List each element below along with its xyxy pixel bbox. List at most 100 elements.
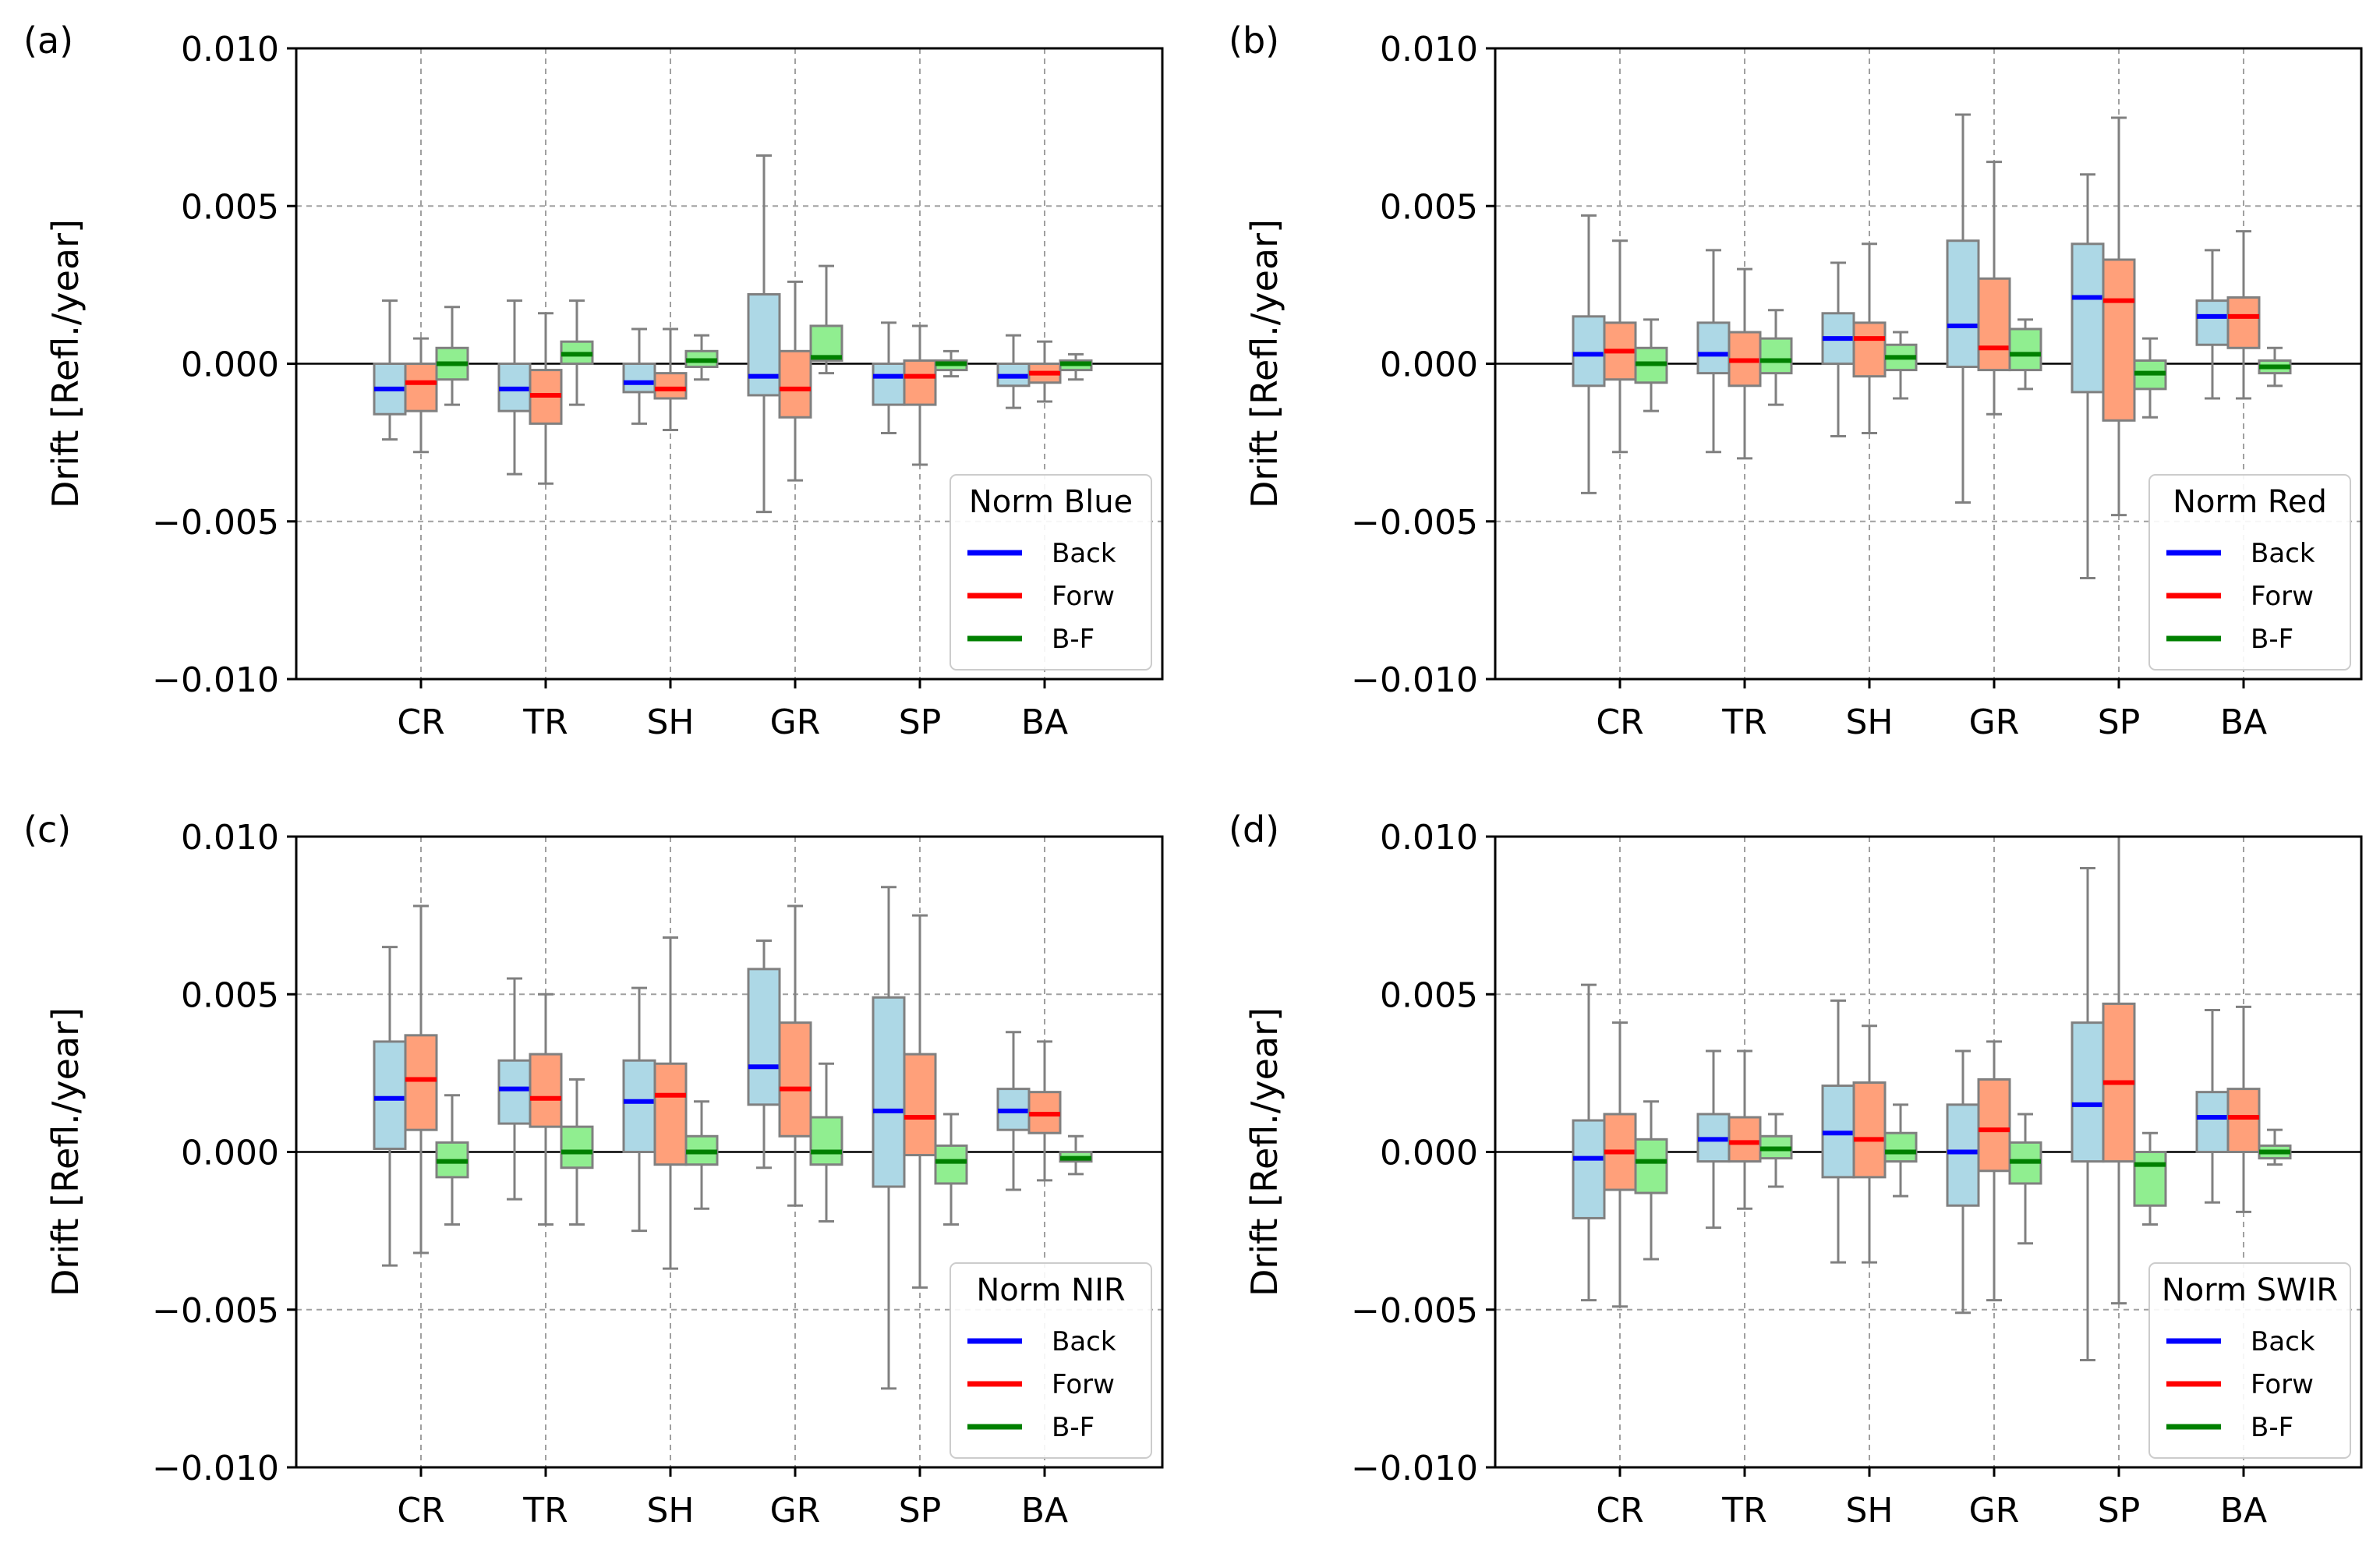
- y-tick-label: −0.010: [152, 660, 279, 700]
- box-bf-tr: [1759, 309, 1793, 406]
- legend-label: Forw: [2251, 1369, 2314, 1400]
- box-body: [1696, 321, 1731, 375]
- x-tick-label: SP: [899, 1491, 941, 1530]
- legend-title: Norm Red: [2173, 484, 2327, 520]
- legend-label: B-F: [1052, 624, 1095, 655]
- box-body: [1572, 1119, 1606, 1219]
- box-bf-ba: [2258, 346, 2292, 387]
- legend: Norm Red Back Forw B-F: [2148, 474, 2351, 671]
- y-tick-label: −0.005: [1351, 1291, 1478, 1331]
- box-back-gr: [1946, 1049, 1980, 1315]
- x-tick-label: TR: [1721, 702, 1766, 742]
- box-bf-sh: [684, 1100, 719, 1210]
- x-tick-label: SP: [899, 702, 941, 742]
- legend: Norm NIR Back Forw B-F: [950, 1262, 1152, 1459]
- box-body: [404, 1034, 438, 1131]
- box-back-sp: [872, 321, 906, 434]
- y-tick-label: 0.005: [181, 975, 279, 1015]
- box-bf-sh: [1883, 331, 1918, 400]
- y-tick-label: −0.010: [1351, 660, 1478, 700]
- box-bf-gr: [809, 1062, 843, 1223]
- box-body: [1977, 277, 2011, 372]
- box-back-tr: [497, 977, 532, 1201]
- x-tick-label: CR: [1596, 702, 1643, 742]
- y-tick-label: 0.010: [181, 30, 279, 69]
- box-back-ba: [996, 334, 1031, 409]
- y-tick-label: 0.010: [1380, 30, 1478, 69]
- panel-c: 0.010 0.005 0.000 −0.005 −0.010 CR TR SH GR SP BA D…: [23, 809, 1164, 1530]
- box-back-ba: [2195, 1008, 2230, 1204]
- legend-frame: [950, 1262, 1152, 1459]
- legend-label: B-F: [2251, 1412, 2293, 1443]
- box-back-gr: [1946, 113, 1980, 504]
- box-body: [2195, 299, 2230, 346]
- legend-label: B-F: [2251, 624, 2293, 655]
- box-forw-tr: [1728, 1049, 1762, 1210]
- box-body: [529, 1053, 563, 1128]
- x-tick-label: GR: [770, 702, 821, 742]
- box-forw-tr: [1728, 267, 1762, 460]
- x-tick-label: TR: [522, 702, 568, 742]
- box-bf-cr: [435, 306, 469, 406]
- legend-label: Forw: [1052, 581, 1115, 612]
- box-bf-ba: [1059, 352, 1093, 381]
- box-body: [934, 1144, 968, 1185]
- legend-label: Forw: [2251, 581, 2314, 612]
- box-back-sh: [1821, 261, 1855, 438]
- x-tick-label: GR: [1969, 702, 2020, 742]
- legend-label: B-F: [1052, 1412, 1095, 1443]
- y-axis-label: Drift [Refl./year]: [1243, 1007, 1285, 1297]
- y-axis-label: Drift [Refl./year]: [1243, 219, 1285, 508]
- box-body: [872, 363, 906, 406]
- box-body: [1946, 239, 1980, 369]
- box-bf-cr: [1634, 318, 1668, 412]
- y-tick-label: −0.010: [1351, 1449, 1478, 1488]
- box-forw-gr: [778, 280, 812, 482]
- box-bf-tr: [560, 299, 594, 406]
- box-bf-sp: [934, 1113, 968, 1226]
- box-bf-sh: [684, 334, 719, 381]
- box-body: [747, 293, 781, 397]
- box-bf-ba: [2258, 1128, 2292, 1166]
- box-forw-ba: [1027, 1040, 1062, 1182]
- box-body: [404, 363, 438, 412]
- x-tick-label: CR: [397, 1491, 444, 1530]
- box-body: [2226, 296, 2261, 349]
- box-forw-ba: [2226, 230, 2261, 400]
- box-body: [1977, 1078, 2011, 1173]
- y-tick-label: 0.010: [181, 818, 279, 858]
- box-body: [778, 349, 812, 419]
- box-bf-sp: [2133, 337, 2167, 419]
- box-body: [2008, 327, 2042, 372]
- y-tick-label: 0.000: [1380, 1134, 1478, 1173]
- legend-title: Norm SWIR: [2162, 1272, 2338, 1308]
- box-forw-ba: [2226, 1005, 2261, 1213]
- y-tick-label: −0.005: [152, 1291, 279, 1331]
- box-back-gr: [747, 939, 781, 1170]
- box-forw-sh: [653, 936, 688, 1270]
- box-back-ba: [996, 1031, 1031, 1191]
- y-tick-label: 0.010: [1380, 818, 1478, 858]
- box-body: [809, 324, 843, 362]
- x-tick-label: SH: [646, 702, 694, 742]
- y-tick-label: 0.000: [181, 1134, 279, 1173]
- legend-label: Forw: [1052, 1369, 1115, 1400]
- x-tick-label: BA: [2220, 702, 2267, 742]
- box-back-cr: [373, 946, 407, 1267]
- box-bf-gr: [2008, 318, 2042, 391]
- box-forw-tr: [529, 312, 563, 485]
- box-forw-sh: [1852, 242, 1887, 434]
- box-bf-tr: [560, 1078, 594, 1226]
- box-body: [1852, 321, 1887, 378]
- box-back-tr: [497, 299, 532, 476]
- panel-a: 0.010 0.005 0.000 −0.005 −0.010 CR TR SH GR SP BA D…: [23, 19, 1164, 742]
- legend-title: Norm Blue: [969, 484, 1133, 520]
- box-body: [373, 1040, 407, 1150]
- box-body: [622, 1059, 656, 1153]
- box-back-tr: [1696, 1049, 1731, 1230]
- legend-title: Norm NIR: [976, 1272, 1125, 1308]
- x-tick-label: CR: [1596, 1491, 1643, 1530]
- x-tick-label: GR: [1969, 1491, 2020, 1530]
- x-tick-label: BA: [2220, 1491, 2267, 1530]
- box-body: [1634, 1138, 1668, 1194]
